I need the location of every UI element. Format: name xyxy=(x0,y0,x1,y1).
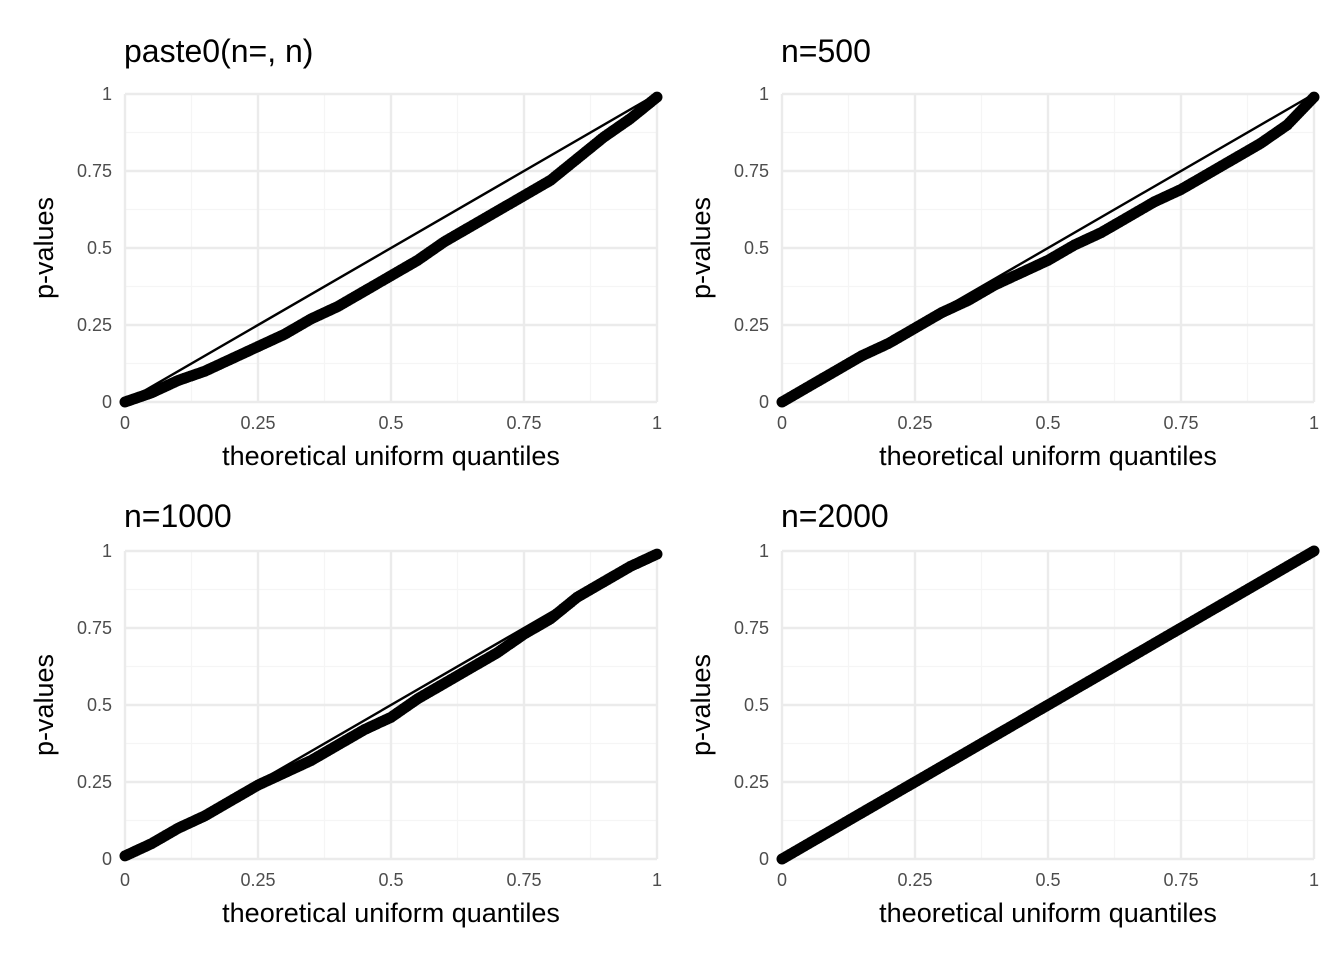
panel-title: n=1000 xyxy=(124,498,232,534)
reference-line xyxy=(124,549,658,861)
chart-panel: 0 0.25 0.5 0.75 1 0 0.25 0.5 0.75 1 theoretical un… xyxy=(686,498,1320,928)
x-tick-label: 0 xyxy=(777,870,787,890)
y-tick-label: 1 xyxy=(759,84,769,104)
y-tick-label: 0.75 xyxy=(734,161,769,181)
x-tick-label: 0.75 xyxy=(1163,870,1198,890)
x-tick-label: 0.25 xyxy=(240,413,275,433)
x-tick-label: 0.25 xyxy=(897,870,932,890)
x-tick-label: 0.5 xyxy=(1035,870,1060,890)
y-tick-label: 1 xyxy=(102,84,112,104)
qq-points xyxy=(119,548,663,862)
x-tick-label: 1 xyxy=(652,870,662,890)
x-tick-label: 0.5 xyxy=(378,870,403,890)
reference-line xyxy=(781,92,1315,404)
y-tick-label: 0.75 xyxy=(734,618,769,638)
y-axis-title: p-values xyxy=(686,197,716,299)
x-tick-label: 0.25 xyxy=(897,413,932,433)
y-tick-label: 0.5 xyxy=(87,238,112,258)
y-tick-label: 0.75 xyxy=(77,161,112,181)
y-tick-label: 0.25 xyxy=(734,315,769,335)
chart-panel: 0 0.25 0.5 0.75 1 0 0.25 0.5 0.75 1 theoretical un… xyxy=(29,33,663,471)
x-tick-label: 0.5 xyxy=(378,413,403,433)
x-axis-title: theoretical uniform quantiles xyxy=(222,441,560,471)
y-tick-label: 0.25 xyxy=(734,772,769,792)
y-tick-label: 0.5 xyxy=(87,695,112,715)
x-tick-label: 1 xyxy=(1309,870,1319,890)
x-tick-label: 1 xyxy=(652,413,662,433)
y-tick-label: 1 xyxy=(102,541,112,561)
panel-title: n=500 xyxy=(781,33,871,69)
chart-panel: 0 0.25 0.5 0.75 1 0 0.25 0.5 0.75 1 theoretical un… xyxy=(29,498,663,928)
panel-title: paste0(n=, n) xyxy=(124,33,313,69)
y-axis-title: p-values xyxy=(29,197,59,299)
x-axis-title: theoretical uniform quantiles xyxy=(879,441,1217,471)
x-tick-label: 0 xyxy=(120,413,130,433)
y-axis-title: p-values xyxy=(686,654,716,756)
reference-line xyxy=(781,549,1315,861)
x-tick-label: 0.75 xyxy=(506,870,541,890)
x-tick-label: 0.75 xyxy=(1163,413,1198,433)
y-tick-label: 0 xyxy=(759,849,769,869)
qq-points xyxy=(119,91,663,408)
x-axis-title: theoretical uniform quantiles xyxy=(222,898,560,928)
x-tick-label: 0 xyxy=(777,413,787,433)
x-tick-label: 1 xyxy=(1309,413,1319,433)
y-tick-label: 0.5 xyxy=(744,695,769,715)
y-tick-label: 1 xyxy=(759,541,769,561)
reference-line xyxy=(124,92,658,404)
x-tick-label: 0.75 xyxy=(506,413,541,433)
y-tick-label: 0.5 xyxy=(744,238,769,258)
chart-panel: 0 0.25 0.5 0.75 1 0 0.25 0.5 0.75 1 theoretical un… xyxy=(686,33,1320,471)
x-axis-title: theoretical uniform quantiles xyxy=(879,898,1217,928)
y-tick-label: 0.25 xyxy=(77,772,112,792)
y-axis-title: p-values xyxy=(29,654,59,756)
x-tick-label: 0.5 xyxy=(1035,413,1060,433)
y-tick-label: 0 xyxy=(102,849,112,869)
x-tick-label: 0.25 xyxy=(240,870,275,890)
panel-title: n=2000 xyxy=(781,498,889,534)
y-tick-label: 0 xyxy=(102,392,112,412)
y-tick-label: 0.25 xyxy=(77,315,112,335)
x-tick-label: 0 xyxy=(120,870,130,890)
y-tick-label: 0.75 xyxy=(77,618,112,638)
y-tick-label: 0 xyxy=(759,392,769,412)
